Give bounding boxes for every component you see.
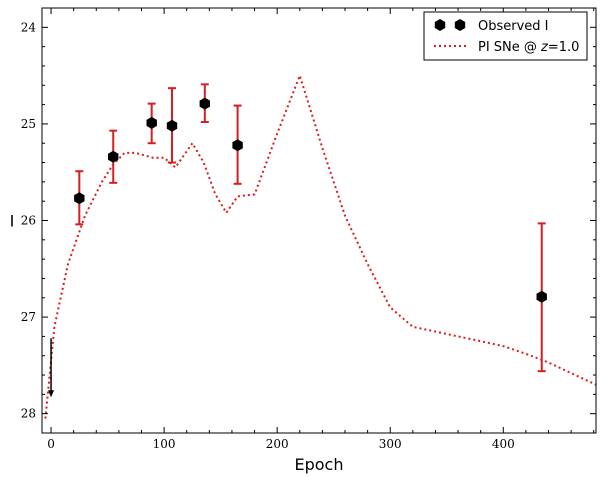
model-curve-group <box>44 72 597 419</box>
y-tick-label: 28 <box>21 407 36 421</box>
y-tick-label: 25 <box>21 117 36 131</box>
y-tick-label: 24 <box>21 20 37 34</box>
observed-point <box>146 116 157 129</box>
legend-label-observed: Observed I <box>478 19 549 34</box>
observed-point <box>108 150 119 163</box>
y-tick-label: 27 <box>21 310 36 324</box>
legend-marker-observed <box>434 19 466 31</box>
observed-point <box>536 290 547 303</box>
legend-marker-hexagon <box>454 19 466 31</box>
observed-point <box>74 192 85 205</box>
x-tick-label: 200 <box>266 437 289 451</box>
legend: Observed I PI SNe @ z=1.0 <box>423 11 588 61</box>
legend-label-model: PI SNe @ z=1.0 <box>478 40 579 55</box>
y-tick-label: 26 <box>21 214 36 228</box>
x-axis-label: Epoch <box>295 455 344 474</box>
legend-marker-hexagon <box>434 19 446 31</box>
x-tick-label: 100 <box>153 437 176 451</box>
axis-ticks: 0 100 200 300 400 24 25 26 27 28 <box>21 8 596 451</box>
x-tick-label: 0 <box>47 437 55 451</box>
observed-point <box>232 139 243 152</box>
upper-limit-head <box>48 390 55 398</box>
plot-frame <box>41 7 597 434</box>
errorbar-group <box>75 83 546 373</box>
y-axis-label: I <box>10 212 15 231</box>
x-tick-label: 400 <box>492 437 515 451</box>
model-curve-pi-sne <box>44 72 597 419</box>
observed-point <box>199 97 210 110</box>
upper-limit-arrow <box>48 338 55 398</box>
observed-point <box>166 119 178 132</box>
legend-box <box>423 11 588 61</box>
x-tick-label: 300 <box>379 437 402 451</box>
data-point-group <box>74 97 547 303</box>
